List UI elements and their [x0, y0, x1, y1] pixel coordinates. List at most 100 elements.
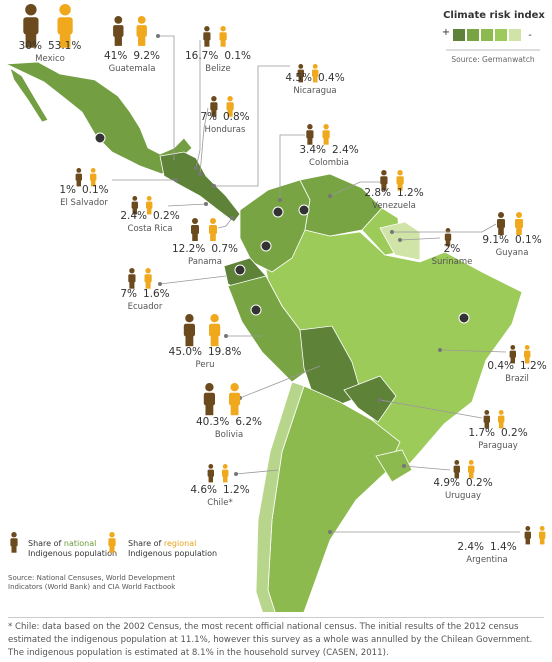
- person-head: [307, 124, 313, 130]
- regional-share: 0.2%: [501, 427, 528, 439]
- leader-line: [329, 181, 380, 197]
- person-icon: [312, 64, 319, 83]
- person-body: [497, 219, 505, 228]
- person-icon: [219, 26, 227, 47]
- regional-share: 19.8%: [208, 346, 241, 358]
- person-body: [207, 469, 214, 477]
- regional-share: 2.4%: [332, 144, 359, 156]
- regional-share: 0.1%: [224, 50, 251, 62]
- person-body: [380, 176, 388, 185]
- person-head: [146, 196, 152, 201]
- leader-dot: [378, 398, 382, 402]
- person-head: [132, 196, 138, 201]
- person-legs: [312, 76, 318, 83]
- person-body: [191, 225, 199, 234]
- person-body: [322, 130, 330, 139]
- national-share: 3.4%: [299, 144, 326, 156]
- mexico-shape: [5, 61, 193, 175]
- person-legs: [524, 357, 530, 364]
- leader-dot: [402, 464, 406, 468]
- person-legs: [145, 281, 151, 289]
- regional-share: 1.6%: [143, 288, 170, 300]
- indigenous-shares: 4.5% 0.4%: [285, 72, 344, 84]
- leader-dot: [212, 184, 216, 188]
- leader-line: [403, 465, 451, 471]
- person-legs: [25, 32, 37, 48]
- person-head: [59, 4, 71, 16]
- colombia-shape: [239, 179, 311, 273]
- person-legs: [516, 227, 522, 235]
- leader-line: [199, 107, 209, 175]
- person-head: [510, 345, 516, 350]
- legend-swatch: [453, 29, 465, 41]
- person-head: [498, 410, 504, 415]
- country-name: Belize: [205, 64, 230, 74]
- person-legs: [114, 35, 122, 46]
- leader-dot: [234, 472, 238, 476]
- person-legs: [539, 538, 545, 545]
- person-legs: [138, 35, 146, 46]
- person-head: [381, 170, 387, 176]
- regional-share: 0.1%: [515, 234, 542, 246]
- person-icon: [229, 383, 241, 416]
- national-share: 16.7%: [185, 50, 218, 62]
- person-icon: [539, 526, 546, 545]
- person-body: [524, 350, 531, 358]
- leader-dot: [204, 202, 208, 206]
- beetle-icon: [298, 204, 310, 216]
- person-icon: [209, 314, 221, 347]
- person-legs: [222, 476, 228, 483]
- country-name: Guatemala: [109, 64, 156, 74]
- legend-national: Share of national Indigenous population: [28, 539, 117, 558]
- national-share: 2.8%: [364, 187, 391, 199]
- beetle-icon: [234, 264, 246, 276]
- person-body: [203, 32, 211, 41]
- person-icon: [203, 26, 211, 47]
- leader-line: [235, 469, 279, 475]
- leader-line: [392, 223, 497, 233]
- country-name: El Salvador: [60, 198, 108, 208]
- person-body: [509, 350, 516, 358]
- person-legs: [498, 227, 504, 235]
- person-legs: [205, 404, 214, 416]
- person-body: [10, 538, 18, 547]
- indigenous-shares: 40.3% 6.2%: [196, 416, 262, 428]
- person-body: [229, 392, 241, 406]
- person-body: [306, 130, 314, 139]
- regional-share: 0.2%: [153, 210, 180, 222]
- person-icon: [210, 96, 218, 117]
- regional-share: 0.2%: [466, 477, 493, 489]
- land: [5, 61, 523, 612]
- person-legs: [445, 240, 451, 247]
- person-body: [113, 25, 124, 37]
- person-body: [144, 274, 152, 283]
- person-icon: [322, 124, 330, 145]
- person-legs: [185, 335, 194, 347]
- person-body: [209, 225, 217, 234]
- beetle-icon: [458, 312, 470, 324]
- person-body: [539, 531, 546, 539]
- indigenous-shares: 7% 1.6%: [120, 288, 169, 300]
- leader-line: [158, 35, 175, 160]
- climate-title: Climate risk index: [443, 10, 545, 21]
- country-name: Chile*: [207, 498, 233, 508]
- climate-source: Source: Germanwatch: [451, 55, 534, 64]
- country-name: Paraguay: [478, 441, 518, 451]
- person-head: [524, 345, 530, 350]
- person-head: [205, 383, 214, 392]
- person-body: [146, 201, 153, 209]
- person-icon: [209, 218, 217, 241]
- regional-share: 0.4%: [318, 72, 345, 84]
- person-head: [204, 26, 210, 32]
- leader-dot: [328, 530, 332, 534]
- person-legs: [298, 76, 304, 83]
- person-legs: [220, 39, 226, 47]
- indigenous-shares: 2.4% 0.2%: [120, 210, 179, 222]
- leader-dot: [158, 282, 162, 286]
- national-share: 1.7%: [468, 427, 495, 439]
- paraguay-shape: [343, 375, 397, 423]
- country-name: Uruguay: [445, 491, 481, 501]
- person-icon: [497, 212, 505, 235]
- national-share: 2.4%: [457, 541, 484, 553]
- regional-share: 9.2%: [133, 50, 160, 62]
